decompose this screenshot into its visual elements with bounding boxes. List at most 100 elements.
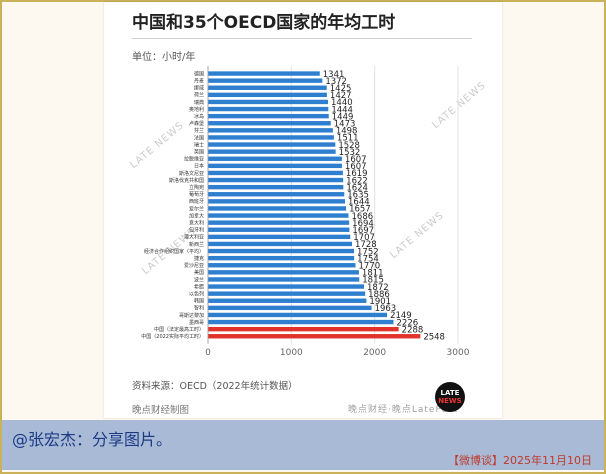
category-label: 瑞典 <box>194 99 204 106</box>
data-label: 1624 <box>346 183 368 193</box>
data-label: 2548 <box>423 332 445 342</box>
category-label: 韩国 <box>194 298 204 305</box>
category-label: 澳大利亚 <box>184 234 204 241</box>
bar-chart: 0 1000 2000 3000 德国 1341 丹麦 1372 挪威 1425 荷兰 1427 瑞典 1… <box>141 66 470 358</box>
category-label: 波兰 <box>194 276 204 283</box>
bar <box>208 227 350 232</box>
data-label: 1372 <box>325 77 347 87</box>
category-label: 意大利 <box>189 219 204 226</box>
bar <box>208 248 354 254</box>
data-label: 1728 <box>355 240 377 250</box>
chart-credit: 晚点财经制图 <box>132 405 190 416</box>
data-label: 1449 <box>332 112 354 122</box>
category-label: 墨西哥 <box>189 320 204 326</box>
category-label: 斯洛伐克共和国 <box>169 177 204 184</box>
bar <box>208 149 336 154</box>
bar <box>208 284 364 289</box>
data-label: 1657 <box>349 205 371 215</box>
x-tick-label: 1000 <box>280 348 303 358</box>
bar <box>208 270 359 275</box>
data-label: 1697 <box>352 226 374 236</box>
bar <box>208 71 320 76</box>
post-caption[interactable]: @张宏杰：分享图片。 <box>12 430 173 449</box>
category-label: 卢森堡 <box>189 120 204 127</box>
bar <box>208 241 352 247</box>
category-label: 拉脱维亚 <box>184 156 204 163</box>
category-label: 中国（2022实际平均工时） <box>141 333 204 340</box>
category-label: 挪威 <box>194 85 204 92</box>
bar <box>208 78 323 83</box>
data-label: 1511 <box>337 134 359 144</box>
category-label: 荷兰 <box>194 92 204 99</box>
bar <box>208 106 329 112</box>
bar <box>208 142 336 147</box>
bar <box>208 99 328 105</box>
data-label: 1607 <box>345 155 367 165</box>
data-label: 2288 <box>402 325 424 335</box>
data-label: 1872 <box>367 283 389 293</box>
unit-label: 单位：小时/年 <box>132 52 196 63</box>
data-label: 1607 <box>345 162 367 172</box>
category-label: 以色列 <box>189 290 204 297</box>
bar <box>208 312 388 318</box>
data-label: 1498 <box>336 127 358 137</box>
category-label: 葡萄牙 <box>189 191 204 198</box>
data-label: 1644 <box>348 198 370 208</box>
data-label: 1635 <box>347 190 369 200</box>
data-label: 1770 <box>359 261 381 271</box>
data-label: 1886 <box>368 290 390 300</box>
category-label: 哥斯达黎加 <box>179 312 204 319</box>
category-label: 加拿大 <box>189 212 204 219</box>
bar <box>208 135 334 140</box>
category-label: 新西兰 <box>189 241 204 248</box>
data-label: 1694 <box>352 219 374 229</box>
data-label: 1532 <box>339 148 361 158</box>
category-label: 捷克 <box>194 255 204 262</box>
watermark-bottom: 晚点财经·晚点LatePost <box>348 405 459 415</box>
bar <box>208 128 333 133</box>
bar <box>208 220 350 225</box>
data-label: 1622 <box>346 176 368 186</box>
bar <box>208 192 345 197</box>
bar <box>208 199 345 204</box>
x-tick-label: 0 <box>205 348 211 358</box>
data-label: 1427 <box>330 91 352 101</box>
category-label: 瑞士 <box>194 141 204 148</box>
chart-card[interactable]: 中国和35个OECD国家的年均工时 单位：小时/年 LATE NEWS LATE… <box>104 2 502 418</box>
bar <box>208 121 331 126</box>
bar <box>208 255 355 261</box>
bar <box>208 213 349 218</box>
post-footer: 【微博谈】2025年11月10日 <box>448 454 592 467</box>
data-label: 1686 <box>352 212 374 222</box>
category-label: 英国 <box>194 148 204 155</box>
bar <box>208 85 327 90</box>
data-label: 1341 <box>323 70 345 80</box>
data-label: 2149 <box>390 311 412 321</box>
data-label: 1473 <box>334 119 356 129</box>
data-label: 1425 <box>330 84 352 94</box>
bar <box>208 305 372 311</box>
caption-bar: @张宏杰：分享图片。 【微博谈】2025年11月10日 <box>2 420 604 470</box>
category-label: 立陶宛 <box>189 184 204 191</box>
x-tick-label: 3000 <box>447 348 470 358</box>
category-label: 冰岛 <box>194 113 204 120</box>
chart-title: 中国和35个OECD国家的年均工时 <box>132 13 396 33</box>
data-label: 2226 <box>397 318 419 328</box>
category-label: 丹麦 <box>194 77 204 84</box>
bar <box>208 263 356 268</box>
data-label: 1619 <box>346 169 368 179</box>
data-label: 1811 <box>362 269 384 279</box>
category-label: 美国 <box>194 269 204 276</box>
category-label: 斯洛文尼亚 <box>179 170 204 177</box>
bar <box>208 277 360 282</box>
bar <box>208 334 421 339</box>
category-label: 西班牙 <box>189 198 204 205</box>
title-divider <box>132 38 472 39</box>
bar <box>208 319 394 325</box>
bar <box>208 156 342 161</box>
data-label: 1901 <box>369 297 391 307</box>
category-label: 中国（法定最高工时） <box>154 326 204 333</box>
category-label: 法国 <box>194 134 204 141</box>
data-label: 1528 <box>338 141 360 151</box>
bar <box>208 234 351 240</box>
